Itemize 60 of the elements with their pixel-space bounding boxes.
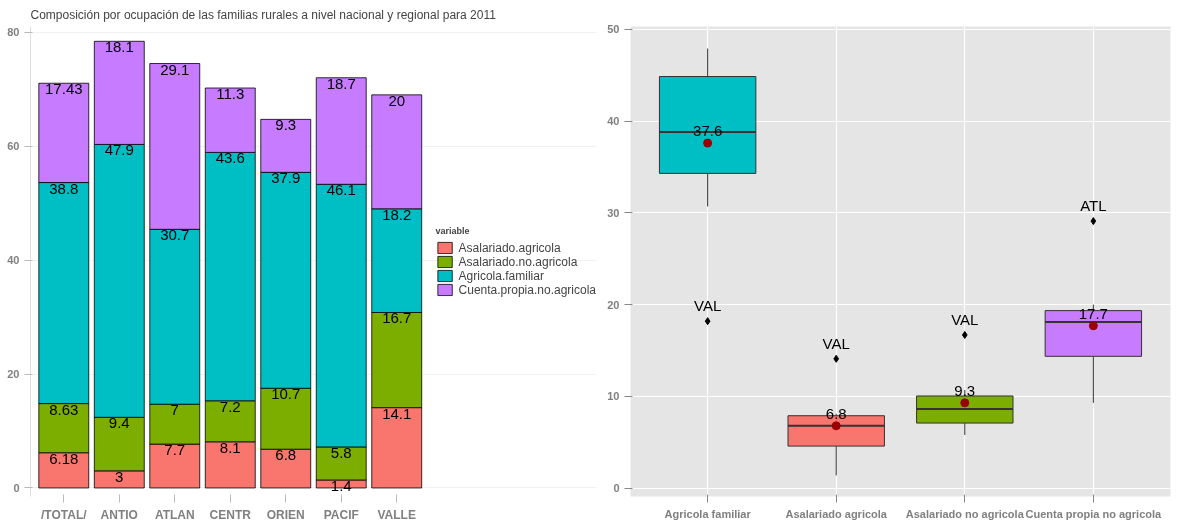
data-label: 18.7	[326, 74, 356, 92]
data-label: 7.7	[164, 441, 186, 459]
data-label: 38.8	[49, 179, 79, 197]
annotation: 9.3	[954, 381, 976, 399]
annotation: VAL	[822, 334, 850, 352]
y-tick-label: 20	[607, 298, 620, 311]
y-tick-label: 30	[607, 206, 620, 219]
x-tick-label: Asalariado agricola	[785, 507, 888, 520]
data-label: 11.3	[216, 85, 245, 103]
x-tick-label: ORIEN	[266, 507, 305, 522]
legend-label: Agricola.familiar	[458, 268, 544, 283]
data-label: 18.2	[382, 205, 412, 223]
y-tick-label: 40	[7, 254, 20, 267]
data-label: 3	[115, 467, 124, 485]
x-tick-label: ANTIO	[100, 507, 138, 522]
chart-title: Composición por ocupación de las familias rurales a nivel nacional y regional para 2011	[30, 7, 497, 22]
data-label: 7.2	[219, 397, 241, 415]
x-tick-label: Agricola familiar	[664, 507, 752, 520]
y-tick-label: 40	[607, 115, 620, 128]
annotation: VAL	[951, 310, 979, 328]
data-label: 6.8	[275, 446, 297, 464]
data-label: 37.9	[271, 169, 301, 187]
x-tick-label: CENTR	[209, 507, 252, 522]
annotation: ATL	[1080, 197, 1107, 215]
y-tick-label: 60	[7, 140, 20, 153]
legend-label: Cuenta.propia.no.agricola	[458, 282, 596, 297]
data-label: 14.1	[382, 404, 412, 422]
data-label: 30.7	[160, 226, 190, 244]
legend-label: Asalariado.agricola	[458, 240, 561, 255]
data-label: 6.18	[49, 449, 79, 467]
x-tick-label: /TOTAL/	[41, 507, 88, 522]
y-tick-label: 0	[13, 481, 20, 494]
x-tick-label: ATLAN	[154, 507, 195, 522]
data-label: 17.43	[45, 80, 83, 98]
data-label: 46.1	[326, 181, 356, 199]
x-tick-label: Cuenta propia no agricola	[1025, 507, 1163, 520]
data-label: 9.4	[108, 414, 130, 432]
data-label: 9.3	[275, 116, 297, 134]
y-tick-label: 80	[7, 26, 20, 39]
annotation: VAL	[694, 297, 722, 315]
x-tick-label: VALLE	[377, 507, 416, 522]
y-tick-label: 20	[7, 368, 20, 381]
legend-title: variable	[435, 225, 471, 236]
y-tick-label: 0	[613, 482, 620, 495]
data-label: 47.9	[104, 141, 134, 159]
data-label: 7	[170, 401, 179, 419]
x-tick-label: Asalariado no agricola	[905, 507, 1025, 520]
data-label: 16.7	[382, 309, 412, 327]
data-label: 29.1	[160, 60, 190, 78]
legend-label: Asalariado.no.agricola	[458, 254, 578, 269]
data-label: 5.8	[330, 443, 352, 461]
data-label: 43.6	[215, 149, 245, 167]
data-label: 20	[388, 91, 406, 109]
data-label: 8.63	[49, 400, 79, 418]
data-label: 10.7	[271, 385, 301, 403]
x-tick-label: PACIF	[323, 507, 359, 522]
data-label: 8.1	[219, 438, 241, 456]
data-label: 18.1	[104, 38, 134, 56]
y-tick-label: 10	[607, 390, 620, 403]
y-tick-label: 50	[607, 23, 620, 36]
